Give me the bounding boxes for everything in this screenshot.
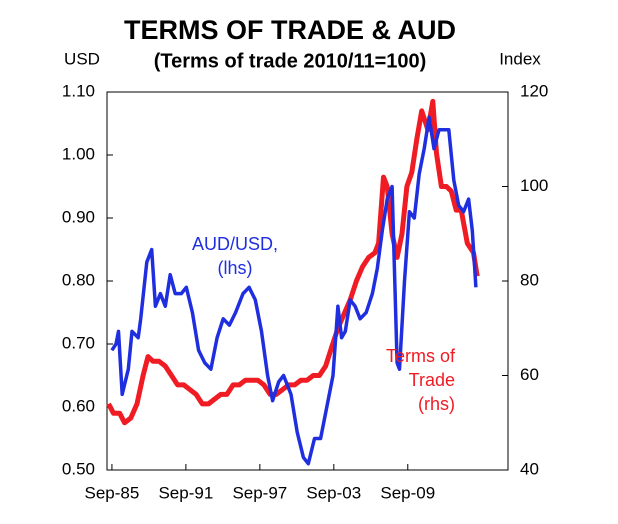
y-tick-label: 0.80	[62, 270, 95, 289]
x-tick-label: Sep-85	[85, 483, 140, 502]
y-tick-label: 1.00	[62, 144, 95, 163]
series-line	[106, 98, 480, 426]
annotation: AUD/USD,	[192, 234, 278, 254]
y2-tick-label: 100	[520, 176, 548, 195]
annotation: Trade	[409, 370, 455, 390]
y-tick-label: 0.90	[62, 207, 95, 226]
y-tick-label: 1.10	[62, 81, 95, 100]
annotation: Terms of	[386, 346, 456, 366]
chart-subtitle: (Terms of trade 2010/11=100)	[154, 50, 427, 72]
y-tick-label: 0.60	[62, 396, 95, 415]
y2-tick-label: 80	[520, 270, 539, 289]
y2-axis-label: Index	[499, 49, 541, 68]
x-tick-label: Sep-09	[380, 483, 435, 502]
y-tick-label: 0.50	[62, 459, 95, 478]
x-tick-label: Sep-97	[232, 483, 287, 502]
annotation: (rhs)	[418, 394, 455, 414]
y2-tick-label: 40	[520, 459, 539, 478]
y-axis-label: USD	[64, 49, 100, 68]
y2-tick-label: 120	[520, 81, 548, 100]
y-tick-label: 0.70	[62, 333, 95, 352]
y2-tick-label: 60	[520, 365, 539, 384]
x-tick-label: Sep-91	[158, 483, 213, 502]
series-line	[110, 115, 478, 466]
annotation: (lhs)	[218, 258, 253, 278]
chart-title: TERMS OF TRADE & AUD	[124, 15, 456, 45]
x-tick-label: Sep-03	[306, 483, 361, 502]
